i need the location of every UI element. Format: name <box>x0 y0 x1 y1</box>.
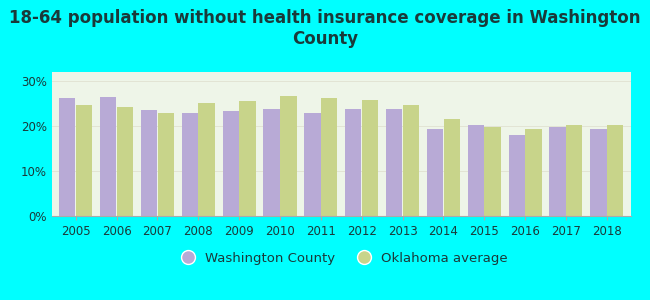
Bar <box>100 97 116 216</box>
Bar <box>508 134 525 216</box>
Bar <box>280 96 296 216</box>
Bar <box>263 109 280 216</box>
Bar <box>386 109 402 216</box>
Bar <box>566 125 582 216</box>
Bar <box>222 111 239 216</box>
Bar <box>239 101 255 216</box>
Bar <box>607 125 623 216</box>
Bar <box>59 98 75 216</box>
Bar <box>76 105 92 216</box>
Bar <box>182 113 198 216</box>
Bar <box>549 127 566 216</box>
Bar <box>117 106 133 216</box>
Bar <box>198 103 214 216</box>
Bar <box>304 113 320 216</box>
Bar <box>321 98 337 216</box>
Legend: Washington County, Oklahoma average: Washington County, Oklahoma average <box>170 246 513 270</box>
Text: 18-64 population without health insurance coverage in Washington
County: 18-64 population without health insuranc… <box>9 9 641 48</box>
Bar <box>362 100 378 216</box>
Bar <box>590 129 606 216</box>
Bar <box>468 125 484 216</box>
Bar <box>345 109 361 216</box>
Bar <box>427 129 443 216</box>
Bar <box>525 129 541 216</box>
Bar <box>484 127 500 216</box>
Bar <box>141 110 157 216</box>
Bar <box>403 105 419 216</box>
Bar <box>157 113 174 216</box>
Bar <box>443 119 460 216</box>
